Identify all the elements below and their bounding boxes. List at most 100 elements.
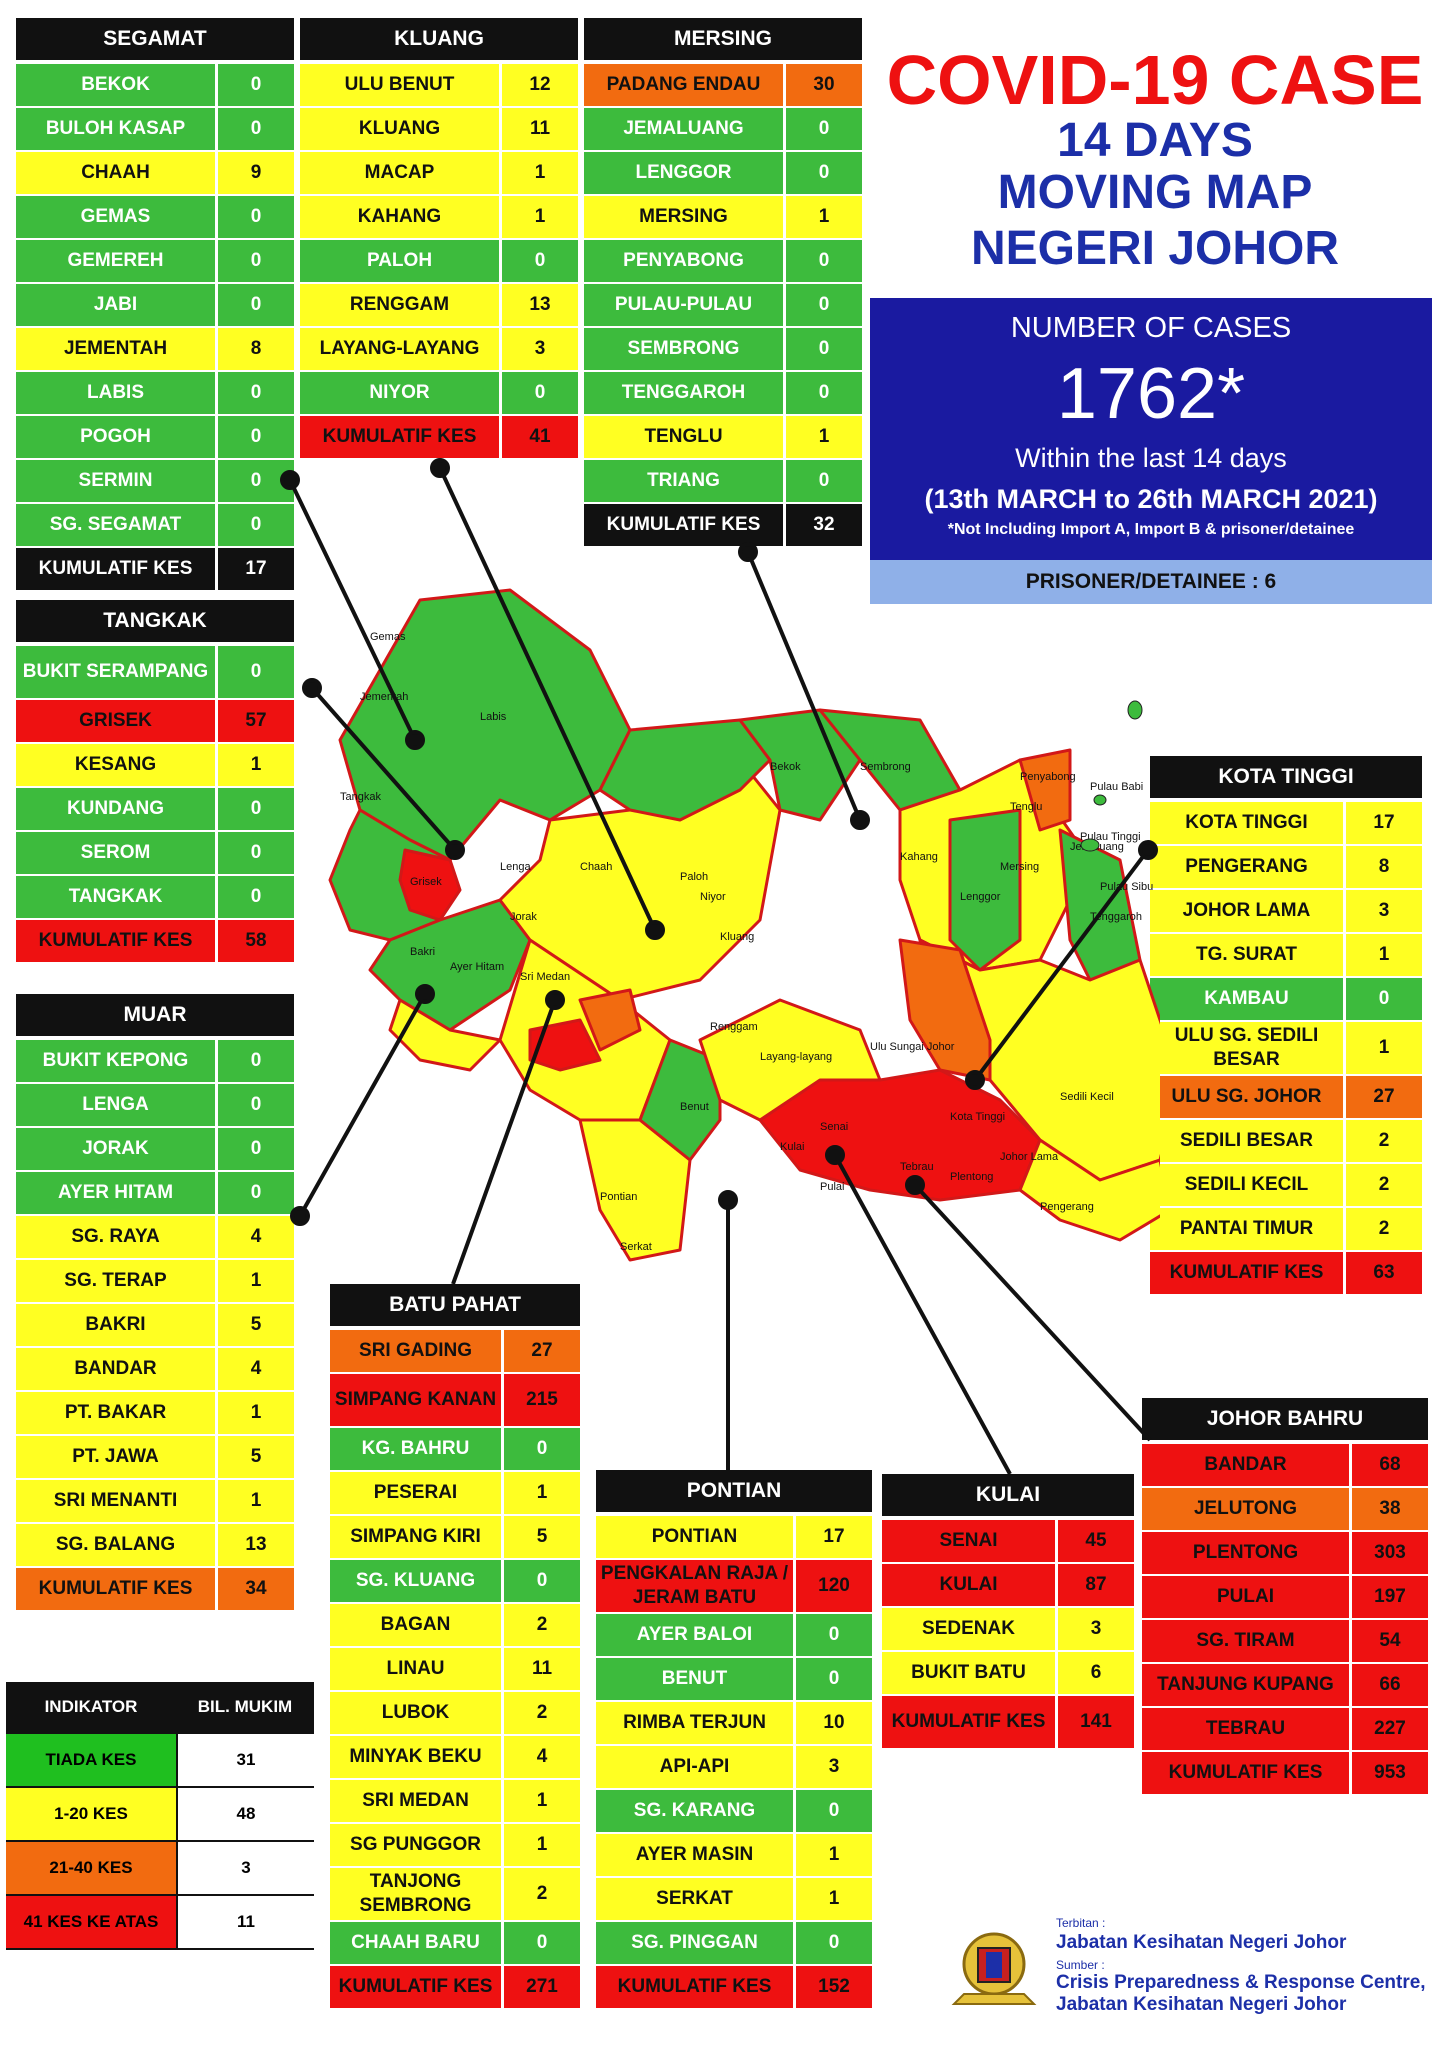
mukim-name: LINAU	[386, 1658, 445, 1679]
case-count: 87	[1055, 1564, 1134, 1606]
mukim-name: BANDAR	[74, 1358, 157, 1379]
mukim-name: BANDAR	[1204, 1454, 1287, 1475]
mukim-row: SEROM 0	[16, 830, 294, 874]
district-mersing: MERSING PADANG ENDAU 30 JEMALUANG 0 LENGGOR 0 M…	[584, 18, 862, 546]
case-count: 0	[501, 1428, 580, 1470]
mukim-row: TANJONG SEMBRONG 2	[330, 1866, 580, 1920]
legend-row: 21-40 KES 3	[6, 1842, 314, 1896]
mukim-name: PENYABONG	[623, 250, 744, 271]
mukim-name: SG. BALANG	[55, 1534, 176, 1555]
case-count: 13	[215, 1524, 294, 1566]
mukim-name: SEROM	[80, 842, 151, 863]
mukim-name: KUMULATIF KES	[617, 1976, 772, 1997]
map-muar-region	[368, 898, 532, 1032]
case-count: 5	[215, 1304, 294, 1346]
case-count: 0	[783, 372, 862, 414]
connector-muar	[298, 993, 427, 1217]
map-label-tenggaroh: Tenggaroh	[1090, 911, 1142, 923]
mukim-name: BUKIT SERAMPANG	[22, 661, 209, 682]
district-header: JOHOR BAHRU	[1142, 1398, 1428, 1440]
case-count: 8	[1343, 846, 1422, 888]
map-label-labis: Labis	[480, 711, 507, 723]
map-label-grisek: Grisek	[410, 876, 442, 888]
case-count: 54	[1349, 1620, 1428, 1662]
mukim-name: SG. TIRAM	[1196, 1630, 1295, 1651]
mukim-name: PT. JAWA	[72, 1446, 159, 1467]
mukim-row: TANGKAK 0	[16, 874, 294, 918]
district-header: KLUANG	[300, 18, 578, 60]
mukim-name: KULAI	[939, 1574, 998, 1595]
prisoner-count: PRISONER/DETAINEE : 6	[870, 560, 1432, 604]
mukim-name: LENGGOR	[635, 162, 732, 183]
mukim-row: SRI MENANTI 1	[16, 1478, 294, 1522]
case-count: 9	[215, 152, 294, 194]
summary-period: (13th MARCH to 26th MARCH 2021)	[924, 484, 1378, 514]
connector-tangkak	[310, 686, 457, 852]
total-cases: 1762*	[1056, 354, 1246, 434]
cumulative-row: KUMULATIF KES 953	[1142, 1750, 1428, 1794]
mukim-name: KESANG	[74, 754, 157, 775]
legend-label: 21-40 KES	[6, 1842, 176, 1894]
mukim-row: KESANG 1	[16, 742, 294, 786]
mukim-name: CHAAH BARU	[351, 1932, 480, 1953]
case-count: 0	[215, 1040, 294, 1082]
mukim-name: SRI MEDAN	[362, 1790, 469, 1811]
case-count: 0	[215, 646, 294, 698]
case-count: 227	[1349, 1708, 1428, 1750]
subtitle-line-3: NEGERI JOHOR	[970, 222, 1340, 275]
map-label-jorak: Jorak	[510, 911, 537, 923]
mukim-name: SEDILI KECIL	[1184, 1174, 1309, 1195]
legend-value: 48	[176, 1788, 314, 1840]
mukim-name: BAGAN	[380, 1614, 451, 1635]
connector-kulai	[833, 1154, 1012, 1475]
cumulative-row: KUMULATIF KES 152	[596, 1964, 872, 2008]
map-label-renggam: Renggam	[710, 1021, 758, 1033]
case-count: 271	[501, 1966, 580, 2008]
mukim-row: MINYAK BEKU 4	[330, 1734, 580, 1778]
summary-heading: NUMBER OF CASES	[1010, 312, 1292, 344]
mukim-name: JEMALUANG	[623, 118, 744, 139]
subtitle-line-2: MOVING MAP	[997, 166, 1313, 219]
map-label-kahang: Kahang	[900, 851, 938, 863]
mukim-row: BEKOK 0	[16, 62, 294, 106]
mukim-name: LUBOK	[381, 1702, 450, 1723]
legend-row: TIADA KES 31	[6, 1734, 314, 1788]
mukim-row: CHAAH 9	[16, 150, 294, 194]
district-header: KULAI	[882, 1474, 1134, 1516]
legend-header: INDIKATOR BIL. MUKIM	[6, 1682, 314, 1734]
case-count: 0	[783, 108, 862, 150]
mukim-row: AYER MASIN 1	[596, 1832, 872, 1876]
mukim-name: JOHOR LAMA	[1182, 900, 1311, 921]
case-count: 27	[1343, 1076, 1422, 1118]
case-count: 38	[1349, 1488, 1428, 1530]
mukim-name: JEMENTAH	[63, 338, 168, 359]
case-count: 27	[501, 1330, 580, 1372]
district-header: PONTIAN	[596, 1470, 872, 1512]
mukim-name: SG. KARANG	[633, 1800, 756, 1821]
case-count: 8	[215, 328, 294, 370]
map-label-kulai: Kulai	[780, 1141, 804, 1153]
cumulative-row: KUMULATIF KES 41	[300, 414, 578, 458]
case-count: 41	[499, 416, 578, 458]
case-count: 3	[1055, 1608, 1134, 1650]
case-count: 0	[793, 1658, 872, 1700]
mukim-name: RENGGAM	[349, 294, 450, 315]
case-count: 12	[499, 64, 578, 106]
case-count: 2	[1343, 1120, 1422, 1162]
case-count: 0	[783, 152, 862, 194]
mukim-name: BEKOK	[81, 74, 150, 95]
mukim-row: SRI MEDAN 1	[330, 1778, 580, 1822]
mukim-name: SERMIN	[78, 470, 153, 491]
case-count: 3	[499, 328, 578, 370]
mukim-name: GEMEREH	[67, 250, 164, 271]
mukim-name: SENAI	[939, 1530, 998, 1551]
map-sri-gading	[578, 988, 642, 1052]
case-count: 2	[1343, 1164, 1422, 1206]
mukim-row: PONTIAN 17	[596, 1514, 872, 1558]
map-padang-endau	[1018, 748, 1072, 832]
mukim-name: TG. SURAT	[1196, 944, 1297, 965]
mukim-name: PENGERANG	[1185, 856, 1308, 877]
mukim-row: BUKIT KEPONG 0	[16, 1038, 294, 1082]
case-count: 0	[215, 416, 294, 458]
